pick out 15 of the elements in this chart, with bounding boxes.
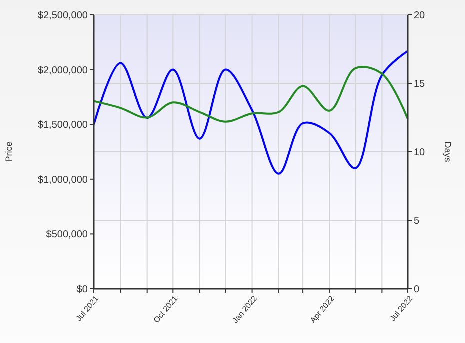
- line-series: [93, 50, 409, 175]
- y-tick-label: $0: [76, 284, 88, 296]
- y2-tick-label: 5: [414, 216, 420, 227]
- y2-tick-label: 15: [414, 79, 426, 90]
- y2-tick-label: 20: [414, 10, 426, 22]
- y2-tick-label: 0: [414, 284, 420, 296]
- y-tick-label: $2,500,000: [38, 10, 88, 22]
- y-tick-label: $1,000,000: [38, 174, 88, 186]
- y-tick-label: $1,500,000: [38, 120, 88, 132]
- y-tick-label: $2,000,000: [38, 65, 88, 76]
- y-tick-label: $500,000: [46, 230, 88, 241]
- y2-tick-label: 10: [414, 148, 426, 158]
- y-axis-title: Price: [4, 142, 14, 162]
- line-series: [93, 66, 409, 123]
- y2-axis-title: Days: [443, 142, 453, 163]
